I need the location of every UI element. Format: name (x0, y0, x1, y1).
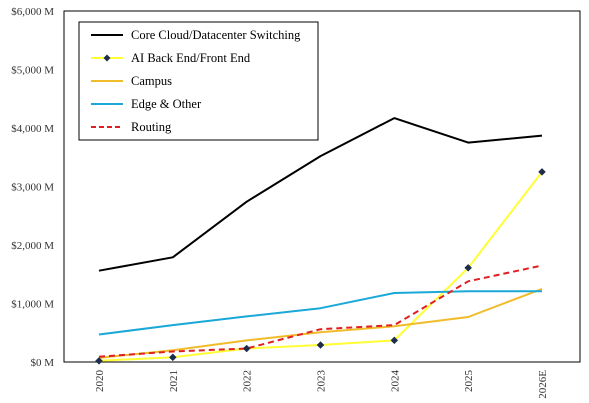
x-tick-label: 2025 (463, 370, 475, 393)
series-line-3 (98, 290, 542, 336)
data-point-marker (464, 263, 473, 272)
series-markers (95, 168, 546, 365)
y-tick-label: $4,000 M (11, 123, 54, 135)
legend-label: Core Cloud/Datacenter Switching (131, 28, 301, 42)
data-point-marker (242, 344, 251, 353)
legend-label: Routing (131, 120, 172, 134)
x-axis-tick-labels: 2020 2021 2022 2023 2024 2025 2026E (94, 370, 549, 399)
x-tick-label: 2022 (242, 370, 254, 392)
data-point-marker (168, 353, 177, 362)
y-tick-label: $6,000 M (11, 6, 54, 18)
x-tick-label: 2024 (389, 370, 401, 393)
data-point-marker (390, 336, 399, 345)
y-tick-label: $5,000 M (11, 65, 54, 77)
data-point-marker (538, 168, 546, 176)
data-point-marker (316, 341, 325, 349)
x-tick-label: 2026E (537, 370, 549, 399)
legend-label: Campus (131, 74, 172, 88)
y-tick-label: $0 M (30, 357, 54, 369)
data-point-marker (95, 356, 103, 365)
y-axis-tick-labels: $0 M $1,000 M $2,000 M $3,000 M $4,000 M $5,0… (11, 6, 54, 369)
legend-label: AI Back End/Front End (131, 51, 251, 65)
legend: Core Cloud/Datacenter Switching AI Back E… (78, 21, 319, 141)
y-tick-label: $3,000 M (11, 182, 54, 194)
x-tick-label: 2020 (94, 370, 106, 393)
series-line-4 (98, 264, 543, 358)
series-line-0 (98, 117, 543, 272)
y-tick-label: $1,000 M (11, 299, 54, 311)
legend-label: Edge & Other (131, 97, 202, 111)
legend-marker (103, 54, 111, 62)
x-tick-label: 2023 (316, 370, 328, 393)
x-tick-label: 2021 (168, 370, 180, 392)
series-line-2 (98, 287, 543, 359)
y-tick-label: $2,000 M (11, 240, 54, 252)
